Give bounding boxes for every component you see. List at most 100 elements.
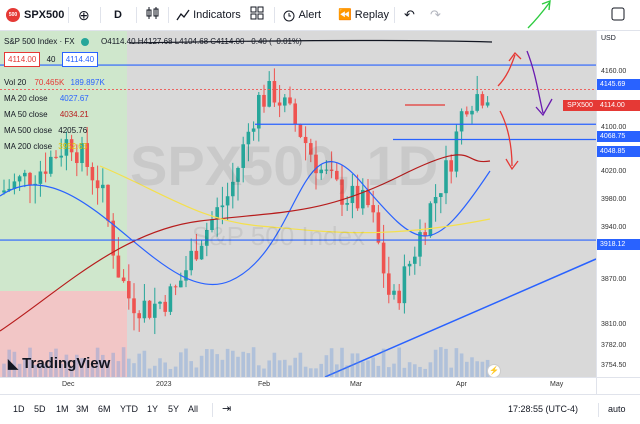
time-axis[interactable]: Dec 2023 Feb Mar Apr May <box>0 377 596 394</box>
volume-bar <box>173 366 178 377</box>
templates-icon[interactable] <box>250 6 264 24</box>
volume-bar <box>387 367 391 377</box>
candle <box>43 171 48 174</box>
volume-bar <box>257 365 261 377</box>
volume-bar <box>17 363 22 377</box>
volume-bar <box>459 353 464 377</box>
candle <box>485 102 490 106</box>
buy-price-box[interactable]: 4114.40 <box>61 52 99 67</box>
candle <box>132 298 136 314</box>
candle <box>340 179 344 205</box>
volume-bar <box>54 348 58 377</box>
volume-bar <box>38 362 43 377</box>
volume-bar <box>69 367 74 377</box>
candle <box>288 97 292 104</box>
volume-bar <box>184 348 188 377</box>
ma500-label: MA 500 close <box>4 126 53 135</box>
market-status-icon <box>80 37 89 46</box>
candle <box>470 110 474 115</box>
time-label: Apr <box>456 381 467 388</box>
redo-icon[interactable]: ↷ <box>430 7 441 22</box>
volume-bar <box>303 366 308 377</box>
candle <box>106 184 110 221</box>
candle <box>17 176 22 182</box>
candle <box>335 170 339 180</box>
candle <box>137 313 141 319</box>
price-axis[interactable]: USD 4160.00 4100.00 4020.00 3980.00 3940… <box>563 31 640 377</box>
goto-date-icon[interactable]: ⇥ <box>222 403 232 415</box>
volume-bar <box>397 347 401 377</box>
volume-bar <box>335 364 339 377</box>
volume-bar <box>293 357 297 377</box>
candle <box>23 172 27 177</box>
volume-bar <box>64 354 69 377</box>
indicators-label: Indicators <box>193 9 241 21</box>
candle <box>33 183 37 186</box>
volume-bar <box>7 349 11 377</box>
symbol-price-tag: SPX500 <box>563 100 597 111</box>
tradingview-logo[interactable]: ◣ TradingView <box>8 355 110 372</box>
undo-icon[interactable]: ↶ <box>404 7 415 22</box>
candle <box>371 205 375 213</box>
candle <box>95 180 100 189</box>
indicators-button[interactable]: Indicators <box>176 6 241 24</box>
candle <box>314 154 318 174</box>
volume-bar <box>309 368 313 377</box>
compare-add-icon[interactable]: ⊕ <box>78 7 90 23</box>
replay-button[interactable]: ⏪ Replay <box>338 6 389 24</box>
annotation-purple-arrow <box>526 50 553 117</box>
annotation-green-arrow <box>527 0 551 29</box>
volume-bar <box>241 351 245 377</box>
volume-bar <box>324 355 329 377</box>
vol-value2: 189.897K <box>70 78 105 87</box>
range-1m-button[interactable]: 1M <box>56 404 69 414</box>
candle <box>2 190 6 193</box>
range-6m-button[interactable]: 6M <box>98 404 111 414</box>
candle <box>80 143 84 164</box>
auto-scale-button[interactable]: auto <box>608 404 626 414</box>
volume-bar <box>366 360 370 377</box>
range-3m-button[interactable]: 3M <box>76 404 89 414</box>
ma50-label: MA 50 close <box>4 110 48 119</box>
range-ytd-button[interactable]: YTD <box>120 404 138 414</box>
candle <box>236 167 240 182</box>
candle <box>127 281 131 299</box>
interval-button[interactable]: D <box>114 9 122 21</box>
lightning-icon[interactable]: ⚡ <box>487 364 501 377</box>
volume-bar <box>189 361 193 377</box>
candle <box>366 189 370 206</box>
time-label: Dec <box>62 381 75 388</box>
volume-bar <box>194 367 199 377</box>
volume-bar <box>158 358 162 377</box>
volume-bar <box>43 363 48 377</box>
range-1y-button[interactable]: 1Y <box>147 404 159 414</box>
volume-bar <box>465 361 469 377</box>
candle <box>199 245 204 260</box>
range-all-button[interactable]: All <box>188 404 199 414</box>
range-1d-button[interactable]: 1D <box>13 404 25 414</box>
volume-bar <box>23 358 27 377</box>
range-5y-button[interactable]: 5Y <box>168 404 180 414</box>
sell-price-box[interactable]: 4114.00 <box>4 52 41 67</box>
clock-label[interactable]: 17:28:55 (UTC-4) <box>508 404 579 414</box>
volume-bar <box>225 348 230 377</box>
ma20-label: MA 20 close <box>4 94 48 103</box>
price-chart[interactable] <box>0 31 596 377</box>
watermark-name: S&P 500 Index <box>192 221 365 251</box>
annotation-up-arrow <box>497 52 522 87</box>
fullscreen-icon[interactable] <box>610 6 626 24</box>
currency-label[interactable]: USD <box>601 35 616 42</box>
volume-bar <box>355 353 360 377</box>
symbol-search-button[interactable]: SPX500 <box>24 9 65 21</box>
range-highlight-red <box>0 291 127 377</box>
range-5d-button[interactable]: 5D <box>34 404 46 414</box>
chart-type-icon[interactable] <box>146 6 160 24</box>
alert-button[interactable]: Alert <box>282 6 321 24</box>
candle <box>49 156 53 174</box>
volume-bar <box>402 367 407 377</box>
ma200-value: 3952.63 <box>58 142 88 151</box>
volume-bar <box>444 348 448 377</box>
chart-pane[interactable]: SPX500, 1D S&P 500 Index S&P 500 Index ·… <box>0 31 596 377</box>
candle <box>324 169 329 171</box>
candle <box>428 203 433 237</box>
